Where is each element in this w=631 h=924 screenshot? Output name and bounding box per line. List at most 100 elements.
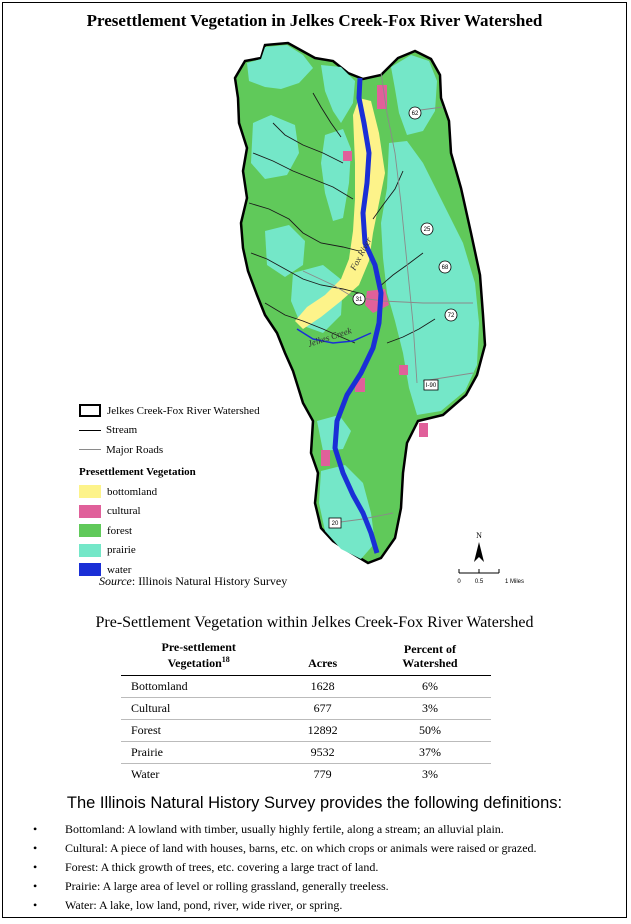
boundary-swatch: [79, 404, 101, 418]
scale-tick: 1 Miles: [505, 579, 524, 585]
header-vegetation: Pre-settlement Vegetation18: [161, 640, 236, 670]
bullet-icon: •: [33, 898, 38, 912]
legend-boundary: Jelkes Creek-Fox River Watershed: [79, 401, 260, 421]
road-shield: 72: [444, 308, 458, 322]
forest-swatch: [79, 524, 101, 538]
north-arrow-icon: [474, 542, 484, 562]
bottomland-swatch: [79, 485, 101, 499]
table-row: Water 779 3%: [121, 763, 491, 785]
definitions-heading: The Illinois Natural History Survey prov…: [66, 794, 563, 812]
road-shield: 25: [420, 222, 434, 236]
row-percent: 6%: [421, 678, 438, 693]
legend-class-label: forest: [107, 524, 133, 537]
source-label: Source: [99, 574, 132, 588]
prairie-areas: [247, 45, 479, 559]
legend-class-label: water: [107, 563, 132, 576]
bullet-icon: •: [33, 860, 38, 874]
legend-class: cultural: [79, 501, 260, 521]
definition-item: • Cultural: A piece of land with houses, …: [33, 839, 537, 858]
scale-tick: 0.5: [475, 579, 484, 585]
legend-boundary-label: Jelkes Creek-Fox River Watershed: [107, 404, 260, 417]
road-shield: 20: [328, 517, 342, 529]
prairie-swatch: [79, 543, 101, 557]
road-shields: 62 25 68 31 72 I-90 20: [328, 106, 458, 529]
legend-stream-label: Stream: [106, 424, 138, 437]
road-shield: 31: [352, 292, 366, 306]
watershed-map: Fox River Jelkes Creek 62 25 68 31 72 I-…: [233, 41, 524, 585]
table-row: Prairie 9532 37%: [121, 741, 491, 763]
vegetation-table: Pre-settlement Vegetation18 Acres Percen…: [121, 639, 491, 785]
map-title: Presettlement Vegetation in Jelkes Creek…: [86, 11, 543, 30]
cultural-swatch: [79, 504, 101, 518]
table-header-row: Pre-settlement Vegetation18 Acres Percen…: [121, 639, 491, 676]
north-letter: N: [476, 531, 482, 540]
fox-river: [332, 77, 384, 554]
scale-bar: 0 0.5 1 Miles: [457, 569, 524, 585]
definitions-list: • Bottomland: A lowland with timber, usua…: [33, 820, 537, 915]
row-acres: 779: [313, 766, 332, 781]
bullet-icon: •: [33, 841, 38, 855]
legend-class-label: cultural: [107, 505, 141, 518]
row-acres: 12892: [307, 722, 338, 737]
header-percent: Percent of Watershed: [402, 642, 458, 670]
north-arrow: N: [474, 531, 484, 562]
definition-item: • Prairie: A large area of level or rolli…: [33, 877, 537, 896]
legend-roads-label: Major Roads: [106, 443, 164, 456]
stream-swatch: [79, 429, 101, 431]
legend-roads: Major Roads: [79, 440, 260, 460]
row-name: Water: [131, 766, 160, 781]
definition-text: Cultural: A piece of land with houses, b…: [65, 841, 537, 855]
road-shield-label: 62: [412, 111, 419, 117]
streams: [248, 92, 436, 344]
legend-class: water: [79, 560, 260, 580]
legend-stream: Stream: [79, 421, 260, 441]
bullet-icon: •: [33, 822, 38, 836]
row-acres: 677: [313, 700, 332, 715]
bottomland-area: [295, 98, 385, 329]
table-row: Bottomland 1628 6%: [121, 675, 491, 697]
definition-item: • Water: A lake, low land, pond, river, w…: [33, 896, 537, 915]
row-acres: 9532: [310, 744, 335, 759]
source-text: : Illinois Natural History Survey: [131, 574, 288, 588]
definition-text: Bottomland: A lowland with timber, usual…: [65, 822, 504, 836]
definition-text: Forest: A thick growth of trees, etc. co…: [65, 860, 379, 874]
water-swatch: [79, 563, 101, 577]
definition-text: Prairie: A large area of level or rollin…: [65, 879, 389, 893]
table-row: Cultural 677 3%: [121, 697, 491, 719]
road-shield-label: 20: [332, 521, 339, 527]
road-shield: 68: [438, 260, 452, 274]
scale-tick: 0: [457, 579, 461, 585]
road-shield-label: 31: [356, 297, 363, 303]
legend-heading: Presettlement Vegetation: [79, 465, 196, 478]
road-shield: 62: [408, 106, 422, 120]
source-note: Source: Illinois Natural History Survey: [99, 574, 287, 589]
row-name: Prairie: [131, 744, 163, 759]
definition-item: • Bottomland: A lowland with timber, usua…: [33, 820, 537, 839]
definition-text: Water: A lake, low land, pond, river, wi…: [65, 898, 343, 912]
road-shield-label: 72: [448, 313, 455, 319]
row-acres: 1628: [310, 678, 335, 693]
table-title: Pre-Settlement Vegetation within Jelkes …: [95, 614, 534, 631]
row-percent: 3%: [421, 766, 438, 781]
header-acres: Acres: [308, 655, 338, 670]
row-name: Bottomland: [131, 678, 188, 693]
road-shield: I-90: [423, 379, 439, 391]
road-shield-label: I-90: [426, 383, 437, 389]
row-percent: 3%: [421, 700, 438, 715]
legend-class-label: bottomland: [107, 485, 158, 498]
bullet-icon: •: [33, 879, 38, 893]
legend-class-label: prairie: [107, 544, 136, 557]
row-name: Cultural: [131, 700, 171, 715]
legend-class: bottomland: [79, 482, 260, 502]
legend-class: forest: [79, 521, 260, 541]
road-swatch: [79, 449, 101, 451]
map-legend: Jelkes Creek-Fox River Watershed Stream …: [79, 401, 260, 580]
jelkes-creek: [296, 328, 372, 344]
definition-item: • Forest: A thick growth of trees, etc. c…: [33, 858, 537, 877]
row-percent: 50%: [418, 722, 441, 737]
row-name: Forest: [131, 722, 161, 737]
road-shield-label: 25: [424, 227, 431, 233]
table-row: Forest 12892 50%: [121, 719, 491, 741]
row-percent: 37%: [418, 744, 441, 759]
